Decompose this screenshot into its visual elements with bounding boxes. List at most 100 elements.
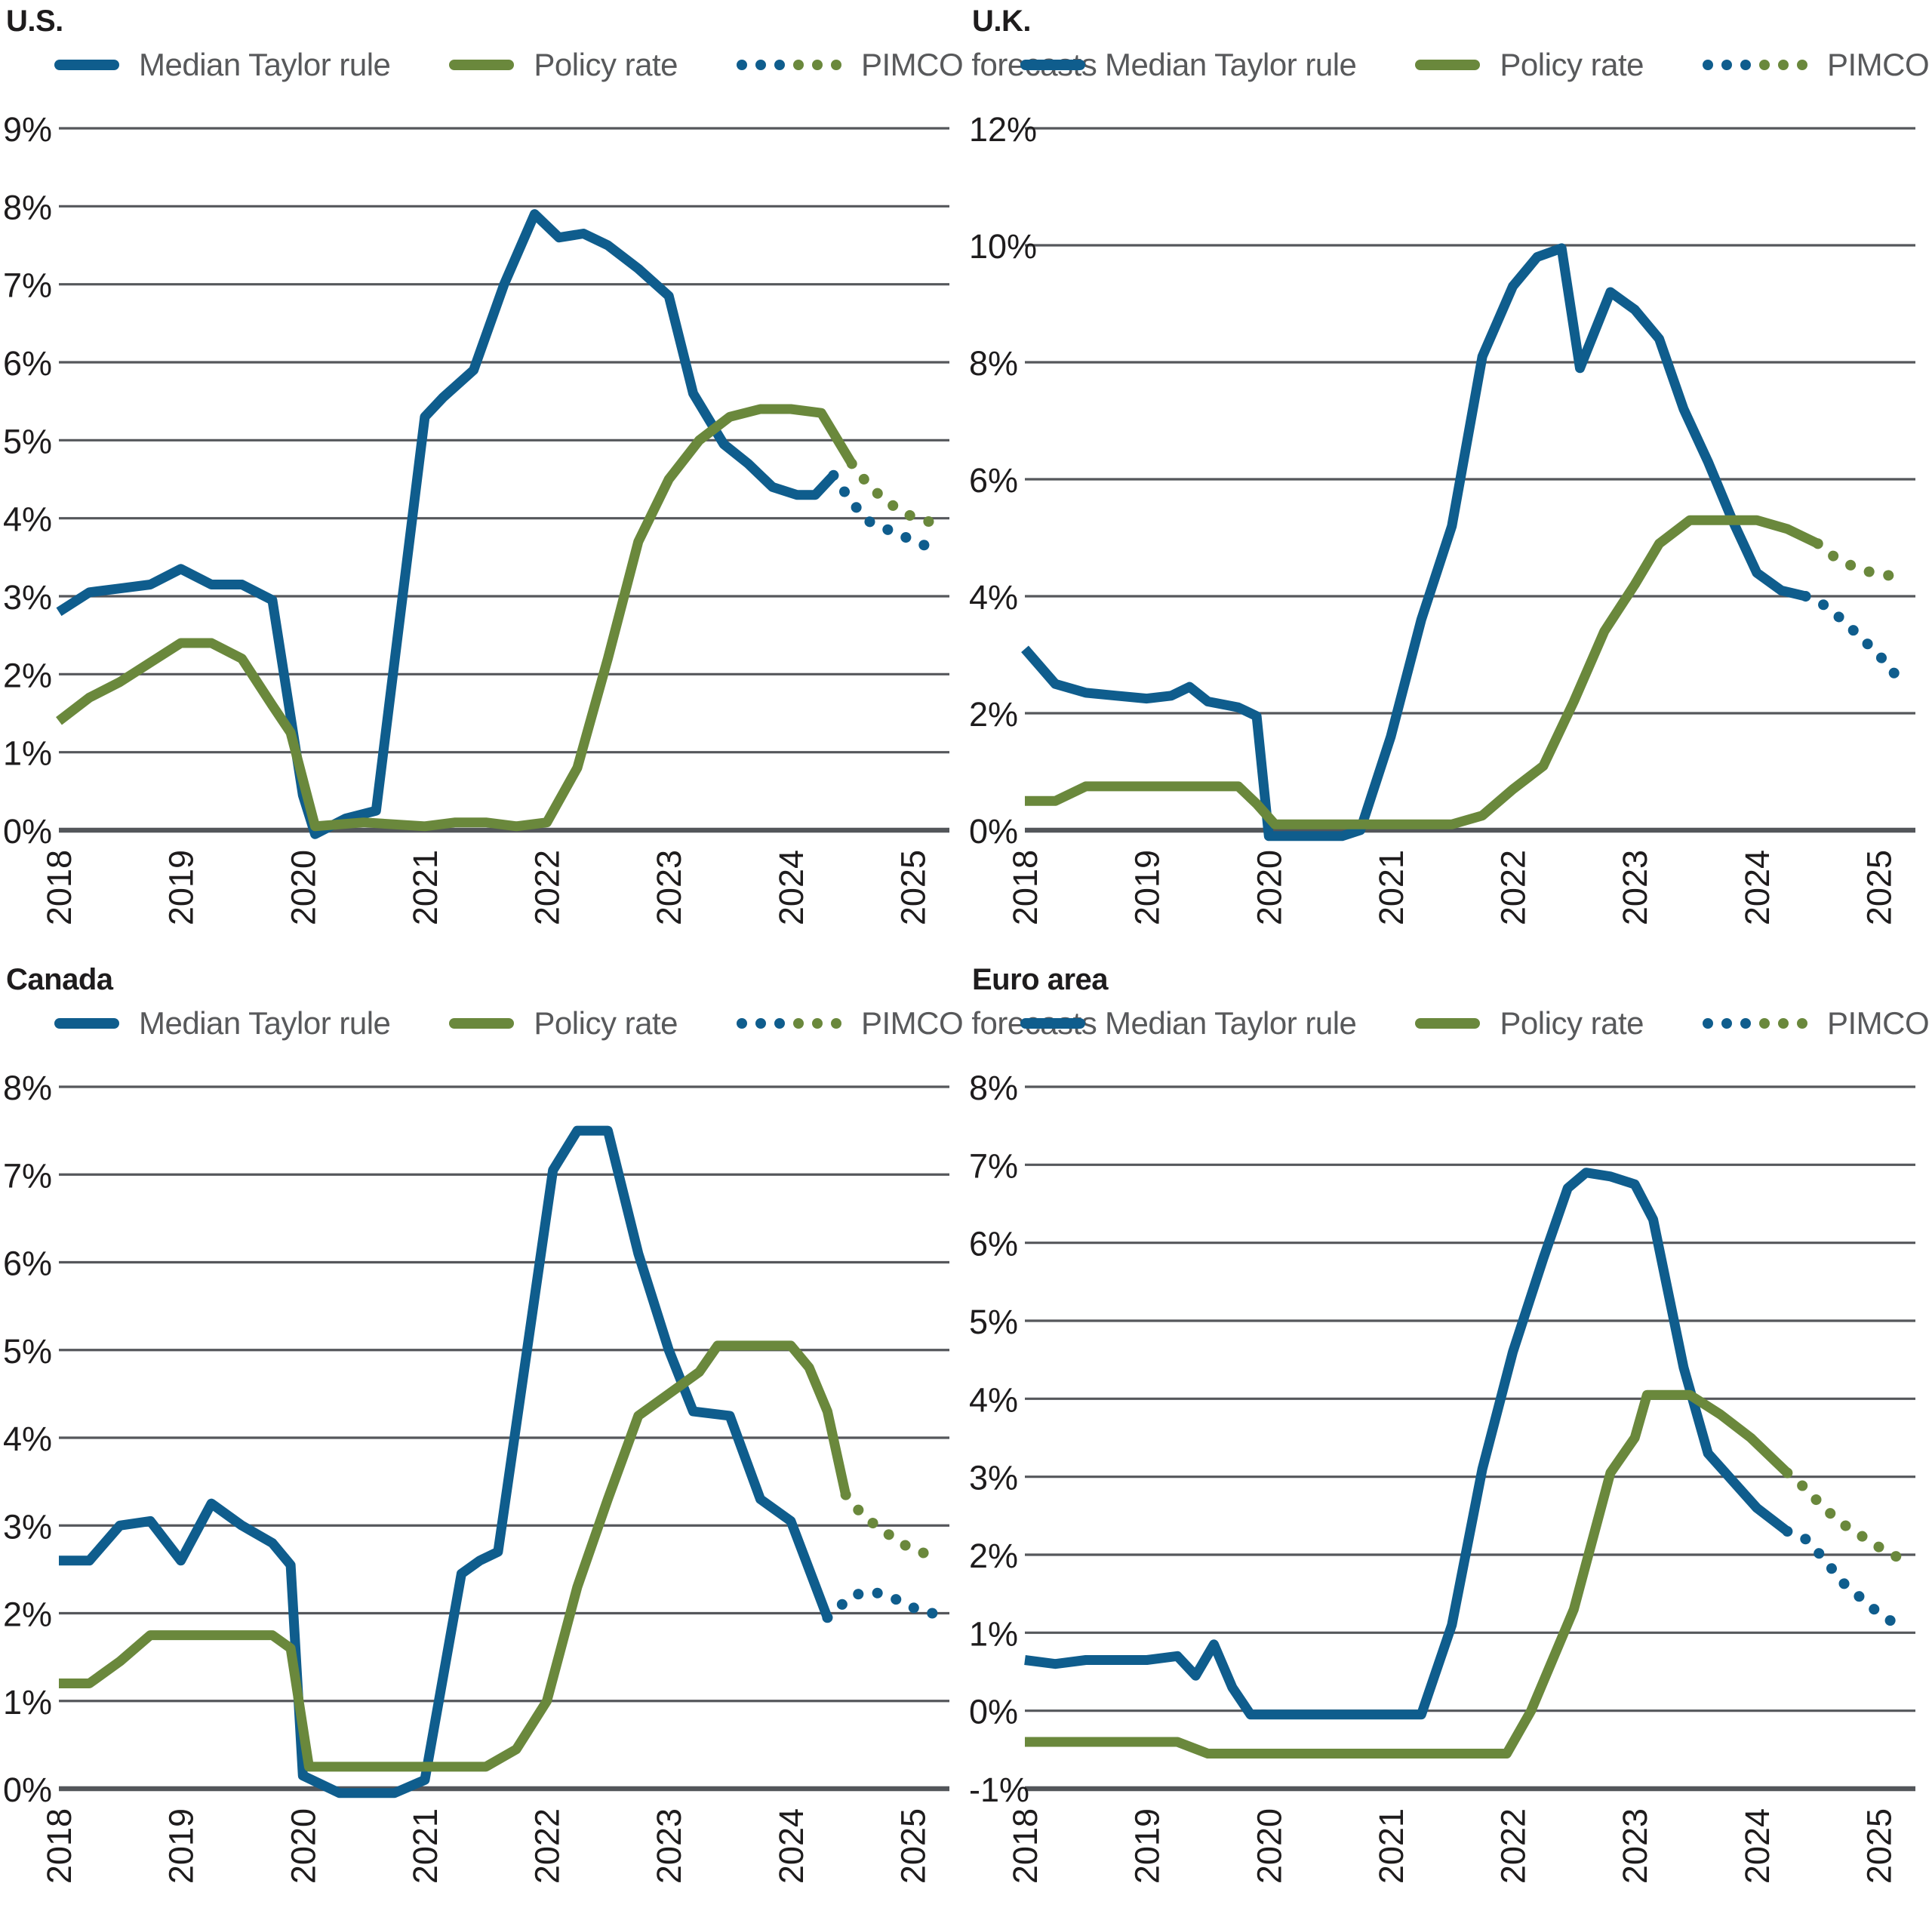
taylor-line-swatch [54, 60, 119, 70]
y-tick-label: 0% [969, 812, 1018, 851]
x-tick-label: 2020 [284, 850, 322, 925]
x-tick-label: 2023 [650, 1808, 688, 1884]
y-tick-label: 2% [3, 1595, 52, 1634]
x-tick-label: 2021 [406, 1808, 445, 1884]
forecast-dots-swatch [1702, 1018, 1807, 1029]
taylor-line-swatch [54, 1018, 119, 1029]
x-tick-label: 2022 [1494, 850, 1533, 925]
legend-us: Median Taylor rule Policy rate PIMCO for… [54, 47, 1097, 83]
panel-euro-area: Euro area Median Taylor rule Policy rate… [966, 958, 1932, 1917]
x-tick-label: 2023 [1616, 1808, 1654, 1884]
y-tick-label: 7% [3, 1156, 52, 1195]
legend-item-policy-rate: Policy rate [1415, 47, 1644, 83]
legend-item-median-taylor-rule: Median Taylor rule [1020, 1005, 1357, 1042]
policy-line-swatch [1415, 60, 1481, 70]
legend-label-policy: Policy rate [1500, 1005, 1644, 1041]
x-tick-label: 2019 [1128, 1808, 1167, 1884]
x-tick-label: 2018 [1006, 1808, 1044, 1884]
legend-label-policy: Policy rate [534, 47, 678, 82]
series-solid-taylor_blue [1024, 1168, 1791, 1720]
y-tick-label: 3% [3, 1507, 52, 1546]
x-tick-label: 2018 [1006, 850, 1044, 925]
series-dotted-policy_green [846, 458, 943, 529]
y-tick-label: 1% [3, 734, 52, 773]
legend-label-forecast: PIMCO forecasts [1826, 1005, 1932, 1041]
x-tick-label: 2020 [284, 1808, 322, 1884]
page-title-uk: U.K. [972, 5, 1032, 38]
taylor-line-swatch [1020, 1018, 1085, 1029]
line-chart-canada: 0% 1% 2% 3% 4% 5% 6% 7% 8% 2018 2019 2020 2021 2022 20… [3, 1069, 949, 1884]
x-tick-label: 2019 [162, 850, 201, 925]
legend-euro-area: Median Taylor rule Policy rate PIMCO for… [1020, 1005, 1932, 1042]
legend-label-taylor: Median Taylor rule [139, 47, 391, 82]
legend-canada: Median Taylor rule Policy rate PIMCO for… [54, 1005, 1097, 1042]
x-tick-label: 2023 [1616, 850, 1654, 925]
y-tick-label: 7% [3, 266, 52, 305]
y-tick-label: 10% [969, 227, 1037, 266]
y-tick-label: 8% [969, 344, 1018, 383]
legend-item-median-taylor-rule: Median Taylor rule [54, 47, 391, 83]
y-tick-label: 6% [3, 344, 52, 383]
series-solid-taylor_blue [59, 1125, 832, 1799]
y-tick-label: 1% [3, 1683, 52, 1722]
y-tick-label: 9% [3, 110, 52, 149]
panel-us: U.S. Median Taylor rule Policy rate PIMC… [0, 0, 1097, 958]
legend-uk: Median Taylor rule Policy rate PIMCO for… [1020, 47, 1932, 83]
page-title-euro-area: Euro area [972, 963, 1109, 996]
line-chart-euro-area: -1% 0% 1% 2% 3% 4% 5% 6% 7% 8% 2018 2019 2020 2021 202… [969, 1069, 1915, 1884]
x-tick-label: 2021 [1372, 1808, 1411, 1884]
legend-item-median-taylor-rule: Median Taylor rule [54, 1005, 391, 1042]
series-dotted-policy_green [1782, 1467, 1909, 1565]
x-tick-label: 2020 [1250, 850, 1288, 925]
y-tick-label: 2% [3, 656, 52, 694]
policy-line-swatch [449, 60, 515, 70]
panel-uk: U.K. Median Taylor rule Policy rate PIMC… [966, 0, 1932, 958]
line-chart-us: 0% 1% 2% 3% 4% 5% 6% 7% 8% 9% 2018 2019 2020 2021 2022… [3, 110, 949, 925]
taylor-line-swatch [1020, 60, 1085, 70]
x-tick-label: 2019 [1128, 850, 1167, 925]
legend-item-pimco-forecasts: PIMCO forecasts [736, 1005, 1097, 1042]
x-tick-label: 2025 [894, 850, 933, 925]
y-tick-label: 1% [969, 1614, 1018, 1653]
x-tick-label: 2022 [528, 1808, 567, 1884]
series-dotted-taylor_blue [1782, 1526, 1909, 1630]
y-tick-label: 8% [969, 1069, 1018, 1107]
x-tick-label: 2024 [772, 850, 811, 925]
panel-canada: Canada Median Taylor rule Policy rate PI… [0, 958, 1097, 1917]
x-tick-label: 2025 [1860, 850, 1899, 925]
legend-item-pimco-forecasts: PIMCO forecasts [1702, 47, 1932, 83]
y-tick-label: 6% [969, 461, 1018, 500]
series-solid-policy_green [59, 1340, 851, 1772]
forecast-dots-swatch [736, 1018, 841, 1029]
legend-label-policy: Policy rate [1500, 47, 1644, 82]
series-dotted-policy_green [1812, 538, 1909, 584]
x-tick-label: 2019 [162, 1808, 201, 1884]
y-tick-label: 4% [3, 500, 52, 539]
x-tick-label: 2022 [1494, 1808, 1533, 1884]
y-tick-label: 4% [969, 578, 1018, 617]
y-tick-label: 8% [3, 188, 52, 226]
y-tick-label: 5% [3, 422, 52, 460]
policy-line-swatch [1415, 1018, 1481, 1029]
x-tick-label: 2022 [528, 850, 567, 925]
y-tick-label: 6% [969, 1225, 1018, 1263]
policy-line-swatch [449, 1018, 515, 1029]
y-tick-label: 3% [3, 578, 52, 617]
y-tick-label: 2% [969, 695, 1018, 734]
y-tick-label: 5% [969, 1303, 1018, 1341]
series-solid-policy_green [1025, 1389, 1791, 1759]
x-tick-label: 2024 [1738, 850, 1777, 925]
x-tick-label: 2021 [1372, 850, 1411, 925]
legend-item-policy-rate: Policy rate [449, 47, 678, 83]
line-chart-uk: 0% 2% 4% 6% 8% 10% 12% 2018 2019 2020 2021 2022 2023… [969, 110, 1915, 925]
x-tick-label: 2024 [772, 1808, 811, 1884]
legend-item-policy-rate: Policy rate [1415, 1005, 1644, 1042]
y-tick-label: 2% [969, 1537, 1018, 1575]
legend-label-forecast: PIMCO forecasts [1826, 47, 1932, 82]
x-tick-label: 2020 [1250, 1808, 1288, 1884]
y-tick-label: 0% [3, 1771, 52, 1809]
y-tick-label: 0% [969, 1693, 1018, 1731]
x-tick-label: 2021 [406, 850, 445, 925]
series-dotted-policy_green [840, 1489, 943, 1562]
